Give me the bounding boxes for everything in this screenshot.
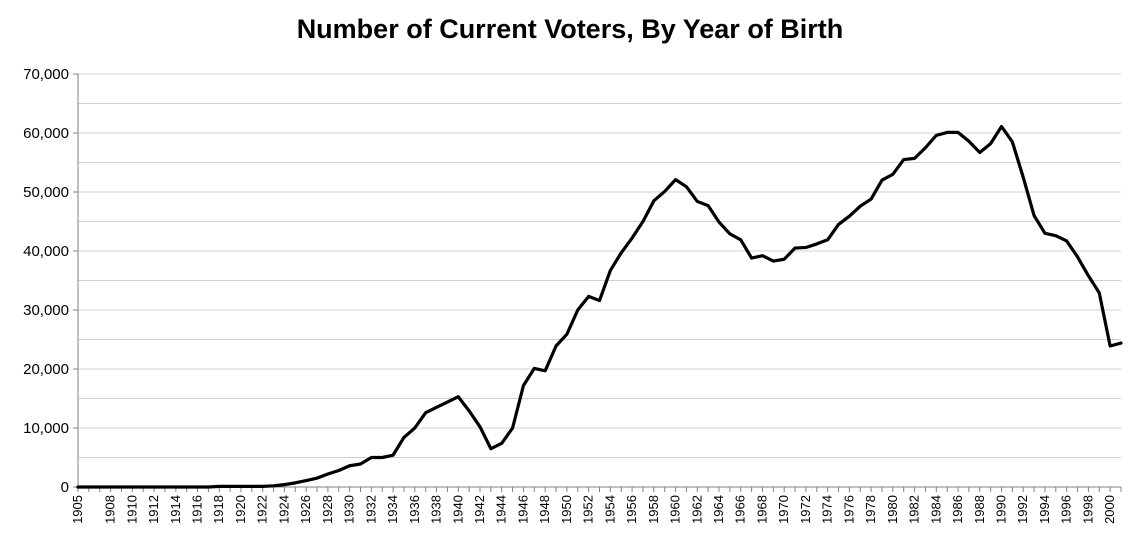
y-tick-label: 70,000 bbox=[23, 66, 69, 83]
x-tick-label: 1986 bbox=[950, 495, 965, 524]
x-tick-label: 1966 bbox=[733, 495, 748, 524]
x-tick-label: 1944 bbox=[494, 495, 509, 524]
x-tick-label: 1956 bbox=[624, 495, 639, 524]
x-tick-label: 1940 bbox=[450, 495, 465, 524]
x-tick-label: 1954 bbox=[602, 495, 617, 524]
y-tick-label: 50,000 bbox=[23, 184, 69, 201]
x-tick-label: 1978 bbox=[863, 495, 878, 524]
y-tick-label: 20,000 bbox=[23, 361, 69, 378]
x-tick-label: 1920 bbox=[233, 495, 248, 524]
x-tick-label: 1910 bbox=[124, 495, 139, 524]
x-tick-label: 1912 bbox=[146, 495, 161, 524]
x-tick-label: 1984 bbox=[928, 495, 943, 524]
x-tick-label: 2000 bbox=[1102, 495, 1117, 524]
x-tick-label: 1972 bbox=[798, 495, 813, 524]
x-tick-label: 1990 bbox=[993, 495, 1008, 524]
x-tick-label: 1924 bbox=[276, 495, 291, 524]
x-tick-label: 1970 bbox=[776, 495, 791, 524]
y-tick-label: 30,000 bbox=[23, 302, 69, 319]
x-tick-label: 1916 bbox=[190, 495, 205, 524]
x-tick-label: 1988 bbox=[972, 495, 987, 524]
y-tick-label: 0 bbox=[61, 479, 69, 496]
x-tick-label: 1930 bbox=[342, 495, 357, 524]
x-tick-label: 1976 bbox=[841, 495, 856, 524]
x-tick-label: 1922 bbox=[255, 495, 270, 524]
x-tick-label: 1938 bbox=[429, 495, 444, 524]
x-tick-label: 1908 bbox=[103, 495, 118, 524]
x-tick-label: 1934 bbox=[385, 495, 400, 524]
x-tick-label: 1948 bbox=[537, 495, 552, 524]
y-tick-label: 60,000 bbox=[23, 125, 69, 142]
x-tick-label: 1962 bbox=[689, 495, 704, 524]
x-tick-label: 1905 bbox=[70, 495, 85, 524]
chart-title: Number of Current Voters, By Year of Bir… bbox=[296, 14, 844, 44]
x-tick-label: 1994 bbox=[1037, 495, 1052, 524]
x-tick-label: 1980 bbox=[885, 495, 900, 524]
x-tick-label: 1982 bbox=[907, 495, 922, 524]
series-line bbox=[76, 124, 1123, 489]
x-tick-label: 1974 bbox=[820, 495, 835, 524]
y-tick-label: 40,000 bbox=[23, 243, 69, 260]
x-tick-label: 1952 bbox=[581, 495, 596, 524]
y-tick-label: 10,000 bbox=[23, 420, 69, 437]
x-tick-label: 1936 bbox=[407, 495, 422, 524]
x-tick-label: 1928 bbox=[320, 495, 335, 524]
x-tick-label: 1992 bbox=[1015, 495, 1030, 524]
x-tick-label: 1946 bbox=[515, 495, 530, 524]
x-tick-label: 1914 bbox=[168, 495, 183, 524]
x-tick-label: 1926 bbox=[298, 495, 313, 524]
x-tick-label: 1942 bbox=[472, 495, 487, 524]
x-tick-label: 1932 bbox=[363, 495, 378, 524]
x-tick-label: 1996 bbox=[1059, 495, 1074, 524]
x-tick-label: 1958 bbox=[646, 495, 661, 524]
x-tick-label: 1950 bbox=[559, 495, 574, 524]
x-tick-label: 1918 bbox=[211, 495, 226, 524]
x-tick-label: 1968 bbox=[754, 495, 769, 524]
x-tick-label: 1964 bbox=[711, 495, 726, 524]
x-tick-label: 1998 bbox=[1080, 495, 1095, 524]
x-tick-label: 1960 bbox=[668, 495, 683, 524]
